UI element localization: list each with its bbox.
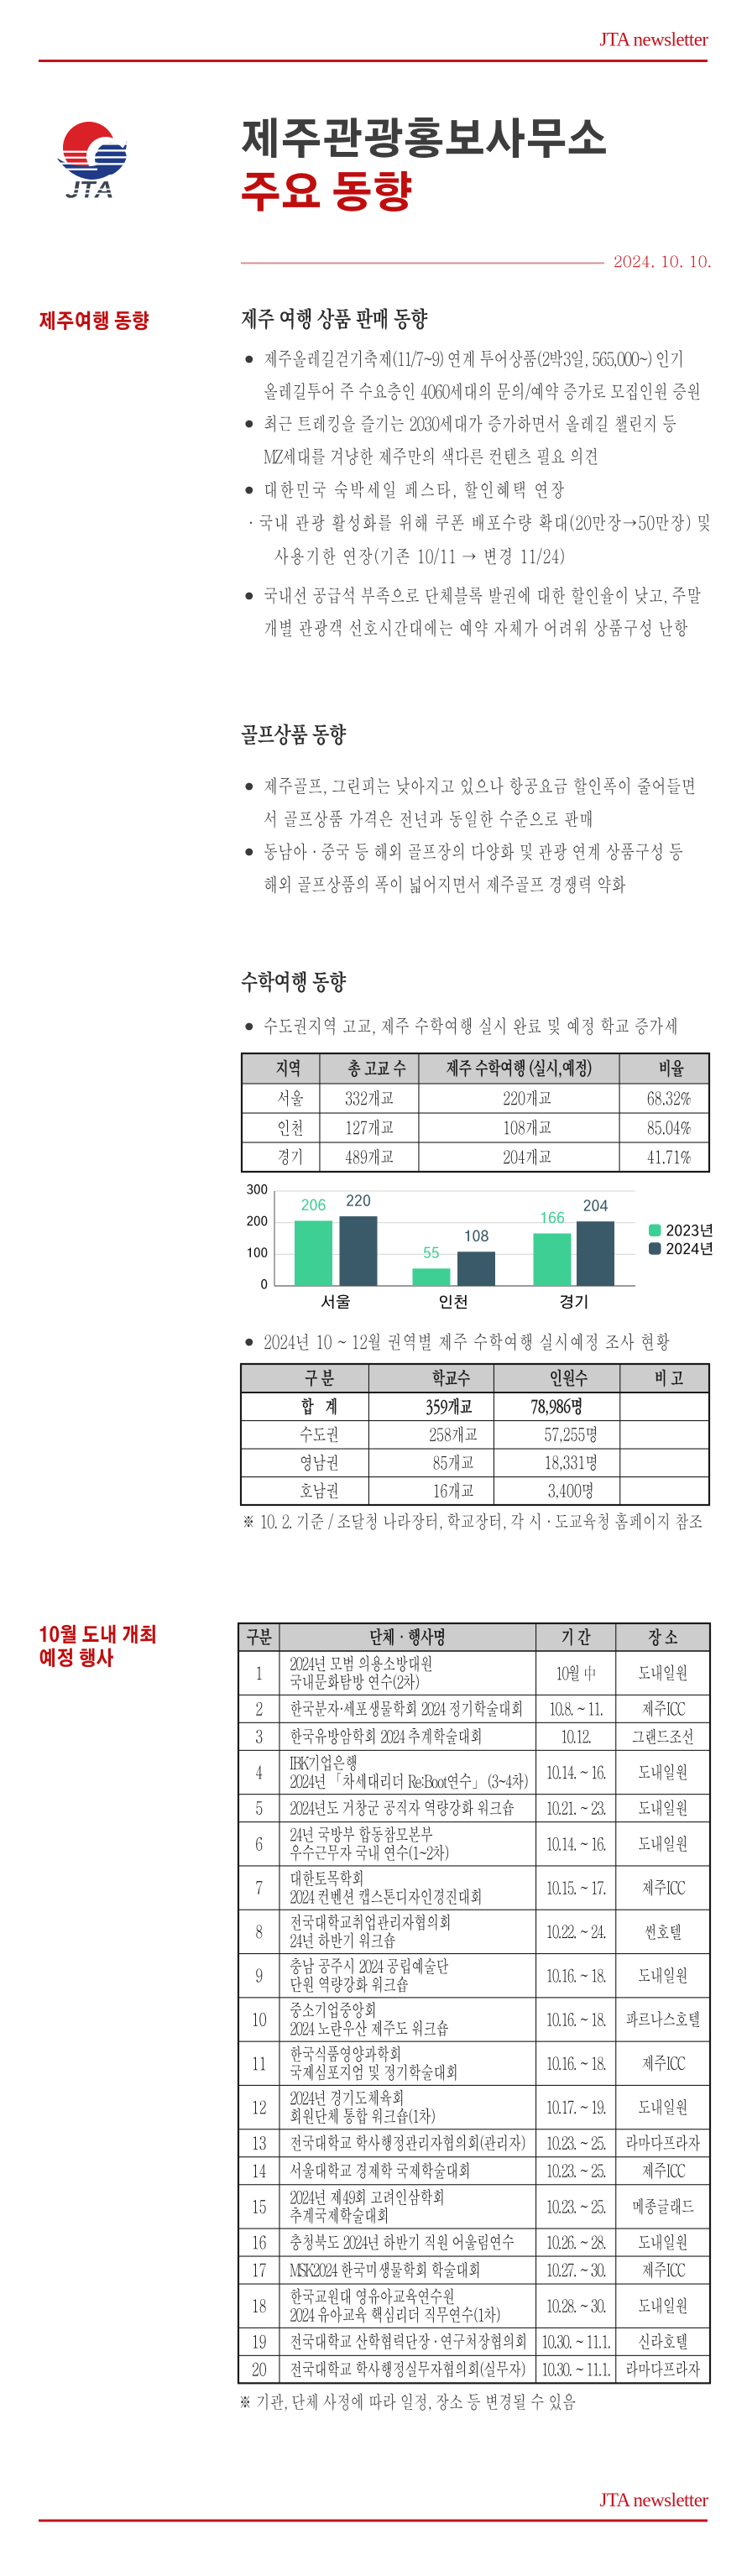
svg-text:JTA newsletter: JTA newsletter [599, 29, 708, 50]
svg-text:JTA newsletter: JTA newsletter [599, 2490, 708, 2511]
